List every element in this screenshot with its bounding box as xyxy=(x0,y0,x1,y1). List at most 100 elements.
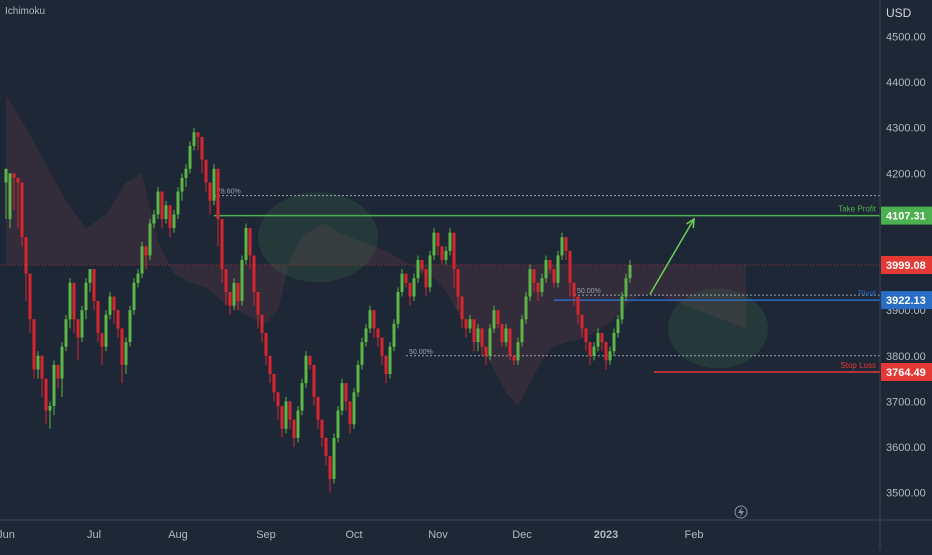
candle[interactable] xyxy=(396,287,400,329)
candle[interactable] xyxy=(540,273,544,297)
candle[interactable] xyxy=(160,191,164,229)
candle[interactable] xyxy=(236,282,240,311)
candle[interactable] xyxy=(224,269,228,306)
candle[interactable] xyxy=(144,246,148,270)
candle[interactable] xyxy=(164,200,168,224)
candle[interactable] xyxy=(84,278,88,320)
candle[interactable] xyxy=(196,132,200,151)
candle[interactable] xyxy=(12,173,16,210)
lightning-icon[interactable] xyxy=(734,505,748,519)
candle[interactable] xyxy=(24,237,28,302)
candle[interactable] xyxy=(216,168,220,247)
candle[interactable] xyxy=(16,177,20,229)
candle[interactable] xyxy=(136,269,140,288)
candle[interactable] xyxy=(284,396,288,434)
candle[interactable] xyxy=(392,319,396,352)
candle[interactable] xyxy=(348,401,352,434)
candle[interactable] xyxy=(584,328,588,352)
candle[interactable] xyxy=(104,310,108,352)
candle[interactable] xyxy=(628,260,632,283)
candle[interactable] xyxy=(64,314,68,352)
candle[interactable] xyxy=(132,278,136,315)
candle[interactable] xyxy=(556,250,560,288)
candle[interactable] xyxy=(340,378,344,416)
candle[interactable] xyxy=(572,282,576,306)
candle[interactable] xyxy=(432,228,436,260)
candle[interactable] xyxy=(232,278,236,311)
candle[interactable] xyxy=(448,228,452,256)
candle[interactable] xyxy=(608,346,612,365)
candle[interactable] xyxy=(400,269,404,297)
candle[interactable] xyxy=(508,328,512,361)
candle[interactable] xyxy=(220,218,224,283)
candle[interactable] xyxy=(264,332,268,365)
candle[interactable] xyxy=(260,314,264,343)
candle[interactable] xyxy=(48,401,52,429)
candle[interactable] xyxy=(380,337,384,365)
candle[interactable] xyxy=(276,392,280,420)
candle[interactable] xyxy=(80,305,84,343)
candle[interactable] xyxy=(124,337,128,375)
candle[interactable] xyxy=(404,273,408,288)
candle[interactable] xyxy=(408,282,412,306)
candle[interactable] xyxy=(352,387,356,429)
candle[interactable] xyxy=(240,255,244,306)
candle[interactable] xyxy=(424,269,428,297)
candle[interactable] xyxy=(32,319,36,379)
candle[interactable] xyxy=(308,355,312,370)
candle[interactable] xyxy=(312,364,316,406)
candle[interactable] xyxy=(184,164,188,188)
candle[interactable] xyxy=(412,273,416,302)
candle[interactable] xyxy=(268,355,272,384)
projection-arrow[interactable] xyxy=(649,218,695,295)
candle[interactable] xyxy=(372,310,376,338)
time-axis[interactable]: Jun Jul Aug Sep Oct Nov Dec 2023 Feb xyxy=(0,529,703,541)
candle[interactable] xyxy=(416,255,420,283)
candle[interactable] xyxy=(576,296,580,324)
candle[interactable] xyxy=(536,282,540,302)
candle[interactable] xyxy=(444,246,448,265)
candle[interactable] xyxy=(460,296,464,329)
candle[interactable] xyxy=(128,305,132,347)
candle[interactable] xyxy=(468,314,472,333)
candle[interactable] xyxy=(92,269,96,311)
candle[interactable] xyxy=(500,323,504,347)
candle[interactable] xyxy=(528,264,532,302)
candle[interactable] xyxy=(492,305,496,333)
candle[interactable] xyxy=(244,223,248,265)
candle[interactable] xyxy=(288,401,292,429)
indicator-label[interactable]: Ichimoku xyxy=(5,6,45,17)
candle[interactable] xyxy=(180,173,184,201)
candle[interactable] xyxy=(452,232,456,288)
candle[interactable] xyxy=(532,269,536,292)
candle[interactable] xyxy=(192,127,196,151)
candle[interactable] xyxy=(172,209,176,233)
candle[interactable] xyxy=(88,269,92,292)
candle[interactable] xyxy=(568,250,572,297)
candle[interactable] xyxy=(296,405,300,443)
candle[interactable] xyxy=(152,209,156,229)
price-axis[interactable]: 4500.004400.004300.004200.004100.003900.… xyxy=(886,31,926,499)
candle[interactable] xyxy=(20,182,24,247)
candle[interactable] xyxy=(464,319,468,338)
candle[interactable] xyxy=(620,291,624,324)
candle[interactable] xyxy=(488,323,492,361)
candle[interactable] xyxy=(564,237,568,260)
candle[interactable] xyxy=(56,364,60,388)
candle[interactable] xyxy=(212,164,216,206)
candle[interactable] xyxy=(76,319,80,361)
candle[interactable] xyxy=(600,332,604,352)
candle[interactable] xyxy=(580,314,584,338)
candle[interactable] xyxy=(316,396,320,429)
candle[interactable] xyxy=(324,437,328,466)
candle[interactable] xyxy=(560,232,564,260)
candle[interactable] xyxy=(328,456,332,493)
candle[interactable] xyxy=(548,260,552,274)
candle[interactable] xyxy=(544,255,548,283)
candle[interactable] xyxy=(476,323,480,352)
candle[interactable] xyxy=(436,232,440,256)
candle[interactable] xyxy=(72,282,76,333)
candle[interactable] xyxy=(364,323,368,347)
candle[interactable] xyxy=(228,291,232,315)
